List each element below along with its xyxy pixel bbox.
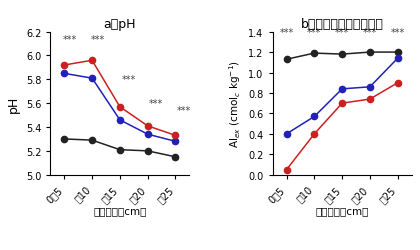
Text: ***: *** [121, 75, 136, 85]
Text: ***: *** [279, 28, 294, 38]
Text: ***: *** [149, 98, 163, 108]
Text: ***: *** [335, 28, 349, 38]
Y-axis label: Al$_{ex}$ (cmol$_{c}$ kg$^{-1}$): Al$_{ex}$ (cmol$_{c}$ kg$^{-1}$) [227, 60, 243, 148]
Text: ***: *** [391, 28, 405, 38]
Text: ***: *** [91, 34, 105, 44]
X-axis label: 土壌深度（cm）: 土壌深度（cm） [93, 205, 147, 215]
Title: a）pH: a）pH [104, 18, 136, 31]
Text: ***: *** [363, 28, 377, 38]
Text: ***: *** [63, 34, 77, 44]
Title: b）交換性アルミニウム: b）交換性アルミニウム [301, 18, 383, 31]
X-axis label: 土壌深度（cm）: 土壌深度（cm） [315, 205, 369, 215]
Y-axis label: pH: pH [7, 95, 20, 112]
Text: ***: *** [307, 28, 321, 38]
Text: ***: *** [177, 106, 191, 116]
